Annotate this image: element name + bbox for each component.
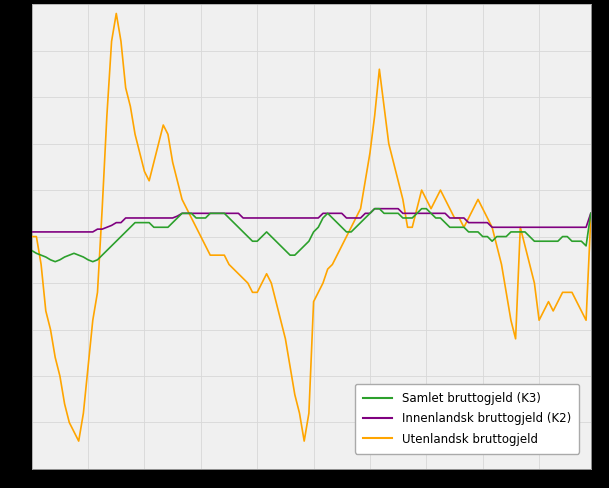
Legend: Samlet bruttogjeld (K3), Innenlandsk bruttogjeld (K2), Utenlandsk bruttogjeld: Samlet bruttogjeld (K3), Innenlandsk bru… <box>354 384 579 454</box>
